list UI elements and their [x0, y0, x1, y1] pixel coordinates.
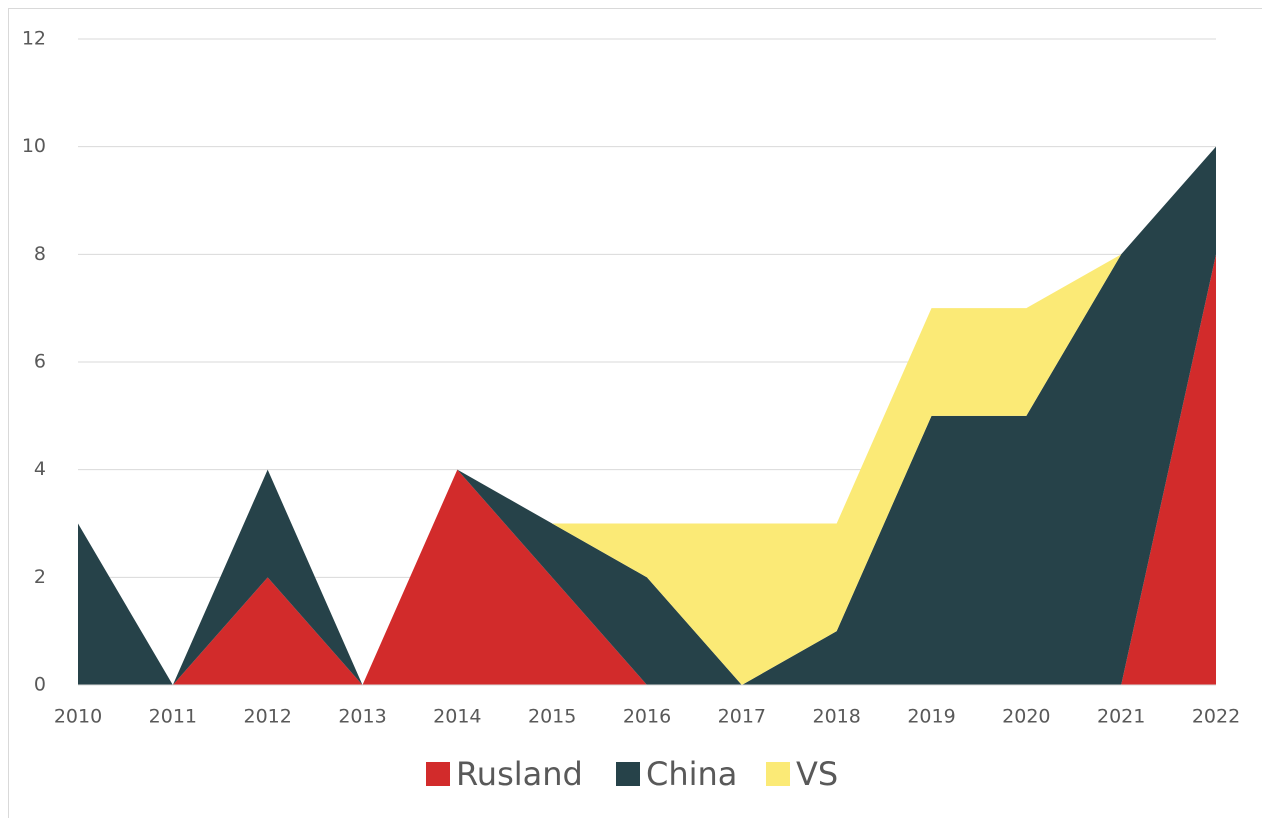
x-tick-label: 2011: [149, 706, 197, 728]
legend-swatch: [426, 762, 450, 786]
y-tick-label: 2: [34, 566, 46, 588]
y-tick-label: 8: [34, 243, 46, 265]
x-tick-label: 2022: [1192, 706, 1240, 728]
x-tick-label: 2012: [243, 706, 291, 728]
x-tick-label: 2016: [623, 706, 671, 728]
x-tick-label: 2019: [907, 706, 955, 728]
y-tick-label: 4: [34, 458, 46, 480]
y-tick-label: 10: [22, 135, 46, 157]
y-tick-label: 12: [22, 28, 46, 50]
legend-label: Rusland: [456, 755, 583, 793]
x-tick-label: 2013: [338, 706, 386, 728]
legend-swatch: [616, 762, 640, 786]
y-tick-label: 0: [34, 674, 46, 696]
legend-label: China: [646, 755, 737, 793]
area: [78, 146, 1216, 685]
legend-label: VS: [796, 755, 838, 793]
x-tick-label: 2021: [1097, 706, 1145, 728]
chart-border: [8, 8, 1262, 818]
x-tick-label: 2017: [718, 706, 766, 728]
legend-swatch: [766, 762, 790, 786]
x-tick-label: 2020: [1002, 706, 1050, 728]
x-tick-label: 2015: [528, 706, 576, 728]
y-tick-label: 6: [34, 351, 46, 373]
x-tick-label: 2010: [54, 706, 102, 728]
x-tick-label: 2014: [433, 706, 481, 728]
area: [78, 146, 1216, 685]
x-tick-label: 2018: [812, 706, 860, 728]
